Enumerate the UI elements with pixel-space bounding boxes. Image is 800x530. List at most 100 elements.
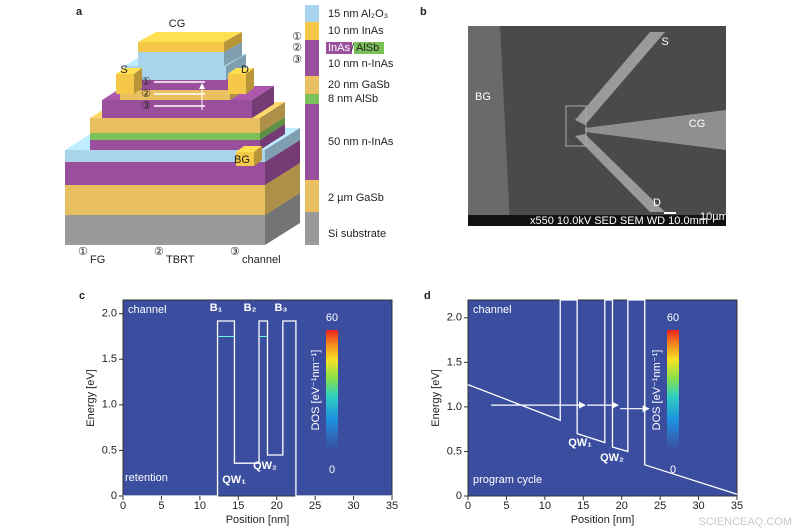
y-tick-label: 1.5 — [102, 353, 117, 365]
layer-side — [246, 68, 254, 94]
layer-front — [90, 133, 260, 140]
layer-strip — [305, 22, 319, 40]
layer-label: InAs — [328, 42, 351, 54]
x-tick-label: 0 — [120, 500, 126, 512]
y-tick-label: 1.5 — [447, 356, 462, 368]
panel-d: 0 5 10 15 20 25 30 35 0 0.5 1.0 1.5 2.0 Position [nm]… — [424, 290, 743, 526]
x-tick-label: 15 — [232, 500, 244, 512]
marker-label: ③ — [141, 100, 151, 112]
layer-side — [265, 163, 300, 215]
x-tick-label: 10 — [194, 500, 206, 512]
legend-marker: ② — [154, 246, 164, 258]
sem-electrode — [575, 134, 665, 212]
layer-side — [260, 117, 285, 140]
layer-front — [122, 80, 228, 90]
colorbar-label: DOS [eV⁻¹nm⁻¹] — [310, 350, 322, 431]
layer-side — [265, 193, 300, 245]
annotation: B₃ — [274, 302, 287, 314]
layer-strip — [305, 76, 319, 94]
x-tick-label: 30 — [692, 500, 704, 512]
layer-top — [116, 68, 142, 74]
x-tick-label: 15 — [577, 500, 589, 512]
scale-label: 10µm — [700, 211, 728, 223]
legend-name: TBRT — [166, 254, 195, 266]
x-tick-label: 25 — [309, 500, 321, 512]
panel-label: b — [420, 6, 427, 18]
layer-top — [236, 146, 262, 152]
layer-strip — [305, 57, 319, 76]
annotation: QW₂ — [600, 452, 624, 464]
device-label: D — [241, 64, 249, 76]
marker-label: ② — [141, 88, 151, 100]
layer-strip — [305, 40, 319, 57]
marker-label: ① — [292, 31, 302, 43]
marker-label: ① — [141, 76, 151, 88]
layer-strip — [305, 5, 319, 22]
annotation: channel — [473, 304, 512, 316]
panel-label: a — [76, 6, 83, 18]
inas-box — [326, 42, 352, 54]
layer-side — [260, 124, 285, 150]
annotation: retention — [125, 472, 168, 484]
layer-label: AlSb — [356, 42, 379, 54]
layer-front — [116, 74, 134, 94]
colorbar-tick-label: 60 — [326, 312, 338, 324]
layer-strip — [305, 104, 319, 180]
x-tick-label: 20 — [271, 500, 283, 512]
x-tick-label: 35 — [731, 500, 743, 512]
layer-strip — [305, 180, 319, 212]
layer-label: 50 nm n-InAs — [328, 136, 394, 148]
legend-name: FG — [90, 254, 105, 266]
y-tick-label: 0.5 — [447, 445, 462, 457]
y-axis-label: Energy [eV] — [430, 369, 442, 426]
layer-label: 2 µm GaSb — [328, 192, 384, 204]
watermark: SCIENCEAQ.COM — [698, 516, 792, 528]
panel-label: d — [424, 290, 431, 302]
y-axis-label: Energy [eV] — [85, 369, 97, 426]
slash: / — [351, 42, 355, 54]
layer-side — [265, 140, 300, 185]
layer-front — [102, 100, 252, 118]
sem-info: x550 10.0kV SED SEM WD 10.0mm — [530, 215, 708, 227]
device-label: S — [120, 64, 127, 76]
x-tick-label: 5 — [503, 500, 509, 512]
layer-strip — [305, 212, 319, 245]
layer-side — [224, 42, 242, 66]
x-tick-label: 35 — [386, 500, 398, 512]
colorbar-tick-label: 60 — [667, 312, 679, 324]
panel-label: c — [79, 290, 85, 302]
sem-label: CG — [689, 118, 706, 130]
x-axis-label: Position [nm] — [571, 514, 635, 526]
annotation: QW₁ — [222, 474, 246, 486]
sem-label: S — [661, 36, 668, 48]
layer-front — [65, 215, 265, 245]
x-tick-label: 10 — [539, 500, 551, 512]
panel-c: 0 5 10 15 20 25 30 35 0 0.5 1.0 1.5 2.0 Position [nm]… — [79, 290, 398, 526]
annotation: B₂ — [244, 302, 257, 314]
legend-marker: ① — [78, 246, 88, 258]
x-axis-label: Position [nm] — [226, 514, 290, 526]
layer-front — [90, 140, 260, 150]
plot-background — [467, 299, 738, 497]
band-line — [467, 299, 738, 495]
layer-side — [254, 146, 262, 166]
layer-front — [120, 90, 230, 100]
layer-label: Si substrate — [328, 228, 386, 240]
layer-top — [228, 68, 254, 74]
sem-electrode — [585, 110, 726, 150]
device-label: CG — [169, 18, 186, 30]
sem-device — [565, 105, 587, 147]
layer-front — [65, 162, 265, 185]
colorbar — [667, 330, 679, 450]
alsb-box — [354, 42, 384, 54]
layer-front — [236, 152, 254, 166]
layer-front — [138, 42, 224, 52]
marker-label: ② — [292, 42, 302, 54]
layer-side — [260, 102, 285, 133]
sem-region — [468, 26, 510, 226]
layer-strip — [305, 94, 319, 104]
colorbar-tick-label: 0 — [329, 464, 335, 476]
